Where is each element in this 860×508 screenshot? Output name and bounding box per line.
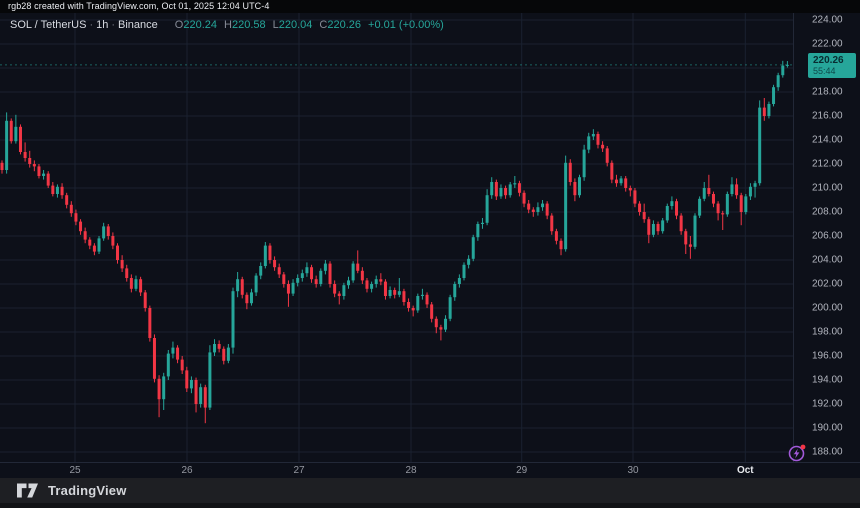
tradingview-wordmark[interactable]: TradingView	[48, 483, 127, 498]
time-tick-label: 26	[181, 465, 193, 476]
time-tick-label: 29	[516, 465, 528, 476]
grid-layer	[0, 13, 793, 462]
price-tick-label: 198.00	[812, 326, 843, 338]
price-tick-label: 214.00	[812, 134, 843, 146]
chart-area: SOL / TetherUS · 1h · Binance O220.24 H220.58 L…	[0, 13, 860, 478]
lightning-bolt-icon	[793, 448, 800, 459]
window-bottom-edge	[0, 503, 860, 508]
price-tick-label: 192.00	[812, 398, 843, 410]
legend-interval[interactable]: 1h	[96, 19, 109, 31]
time-axis[interactable]: 25 26 27 28 29 30 Oct	[0, 462, 860, 478]
price-tick-label: 206.00	[812, 230, 843, 242]
footer: TradingView	[0, 478, 860, 503]
candles-layer	[0, 60, 789, 424]
price-tick-label: 200.00	[812, 302, 843, 314]
price-tick-label: 218.00	[812, 86, 843, 98]
attribution-bar: rgb28 created with TradingView.com, Oct …	[0, 0, 860, 13]
symbol-legend: SOL / TetherUS · 1h · Binance O220.24 H220.58 L…	[10, 19, 444, 31]
legend-separator: ·	[111, 19, 116, 31]
bar-countdown: 55:44	[813, 65, 836, 76]
time-tick-label: 30	[627, 465, 639, 476]
price-tick-label: 202.00	[812, 278, 843, 290]
time-tick-label: 27	[293, 465, 305, 476]
price-tick-label: 188.00	[812, 446, 843, 458]
legend-exchange: Binance	[118, 19, 158, 31]
price-tick-label: 224.00	[812, 14, 843, 26]
price-tick-label: 208.00	[812, 206, 843, 218]
high-label: H	[224, 19, 232, 31]
price-tick-label: 210.00	[812, 182, 843, 194]
low-value: 220.04	[278, 19, 313, 31]
low-label: L	[272, 19, 279, 31]
time-tick-label: 28	[405, 465, 417, 476]
last-price-badge: 220.26 55:44	[808, 52, 856, 78]
time-tick-label: Oct	[736, 465, 754, 476]
price-tick-label: 212.00	[812, 158, 843, 170]
lightning-alert-icon[interactable]	[787, 443, 807, 463]
open-value: 220.24	[183, 19, 218, 31]
time-tick-label: 25	[69, 465, 81, 476]
open-label: O	[174, 19, 184, 31]
legend-separator: ·	[89, 19, 94, 31]
price-tick-label: 190.00	[812, 422, 843, 434]
price-tick-label: 194.00	[812, 374, 843, 386]
close-label: C	[319, 19, 328, 31]
price-tick-label: 222.00	[812, 38, 843, 50]
legend-ohlc: O220.24 H220.58 L220.04 C220.26 +0.01 (+0.00…	[168, 19, 444, 31]
price-tick-label: 216.00	[812, 110, 843, 122]
change-value: +0.01 (+0.00%)	[368, 19, 444, 31]
last-price: 220.26	[813, 54, 844, 66]
close-value: 220.26	[327, 19, 362, 31]
tradingview-logo-icon	[17, 483, 38, 498]
price-tick-label: 204.00	[812, 254, 843, 266]
price-tick-label: 196.00	[812, 350, 843, 362]
attribution-text: rgb28 created with TradingView.com, Oct …	[8, 1, 270, 11]
price-axis[interactable]: 220.26 55:44 224.00222.00220.00218.00216…	[793, 13, 860, 462]
notification-dot	[800, 444, 806, 450]
high-value: 220.58	[231, 19, 266, 31]
candlestick-chart[interactable]	[0, 13, 793, 462]
legend-symbol[interactable]: SOL / TetherUS	[10, 19, 87, 31]
tradingview-logo-link[interactable]: TradingView	[17, 483, 127, 498]
